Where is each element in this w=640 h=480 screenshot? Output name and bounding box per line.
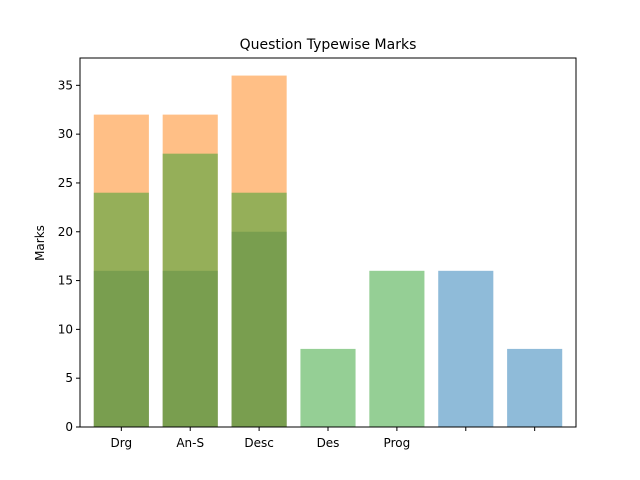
x-tick-label: Desc [244, 436, 273, 450]
y-tick-label: 35 [58, 78, 73, 92]
chart-title: Question Typewise Marks [240, 37, 417, 53]
y-tick-label: 5 [65, 371, 73, 385]
x-tick-label: An-S [176, 436, 204, 450]
y-tick-label: 30 [58, 127, 73, 141]
plot-area: 0 5 10 15 20 25 30 35 Drg An-S Desc Des Prog [58, 57, 577, 450]
y-tick-label: 20 [58, 225, 73, 239]
y-tick-label: 15 [58, 274, 73, 288]
bar-s2-2 [231, 192, 287, 427]
bar-s2-3 [300, 348, 356, 427]
y-tick-label: 0 [65, 420, 73, 434]
x-tick-label: Des [317, 436, 340, 450]
x-tick-label: Drg [111, 436, 133, 450]
bar-s2-1 [162, 153, 218, 428]
y-axis-label: Marks [33, 225, 47, 261]
bar-s2-4 [369, 270, 425, 427]
bar-s2-0 [93, 192, 149, 427]
bar-s0-6 [507, 348, 563, 427]
x-tick-label: Prog [384, 436, 411, 450]
bar-s0-5 [438, 270, 494, 427]
y-tick-label: 25 [58, 176, 73, 190]
y-tick-label: 10 [58, 322, 73, 336]
